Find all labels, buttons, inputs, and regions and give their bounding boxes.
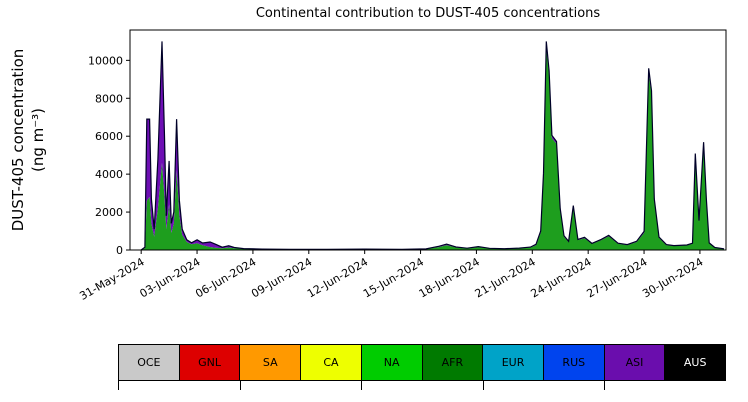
x-tick-label: 15-Jun-2024 <box>361 255 426 300</box>
y-tick-label: 4000 <box>95 168 123 181</box>
legend-label: AUS <box>683 356 707 369</box>
x-tick-label: 27-Jun-2024 <box>584 255 649 300</box>
legend-label: NA <box>383 356 400 369</box>
legend-item-afr: AFR <box>421 344 484 381</box>
legend-label: CA <box>323 356 339 369</box>
plot-area: 0 2000 4000 6000 8000 10000 31-May-202403-Jun-… <box>77 29 727 303</box>
legend-item-na: NA <box>360 344 423 381</box>
legend-axis-tick <box>361 381 363 390</box>
x-tick-label: 06-Jun-2024 <box>193 255 258 300</box>
legend-axis-tick <box>482 381 484 390</box>
x-tick-label: 24-Jun-2024 <box>529 255 594 300</box>
legend-item-asi: ASI <box>603 344 666 381</box>
y-tick-label: 2000 <box>95 206 123 219</box>
area-asi <box>141 41 725 250</box>
legend-item-aus: AUS <box>664 344 727 381</box>
legend-label: OCE <box>137 356 161 369</box>
legend-label: AFR <box>441 356 464 369</box>
legend-item-ca: CA <box>300 344 362 381</box>
y-tick-label: 8000 <box>95 92 123 105</box>
legend-label: EUR <box>501 356 525 369</box>
x-tick-label: 03-Jun-2024 <box>137 255 202 300</box>
legend-item-sa: SA <box>239 344 302 381</box>
legend-axis-tick <box>239 381 241 390</box>
total-outline <box>140 41 725 251</box>
legend-item-oce: OCE <box>118 344 180 381</box>
legend-item-rus: RUS <box>542 344 605 381</box>
y-tick-label: 10000 <box>88 54 123 67</box>
legend: OCE GNL SA CA NA AFR EUR RUS ASI AUS <box>118 344 727 390</box>
x-tick-label: 09-Jun-2024 <box>249 255 314 300</box>
chart-title: Continental contribution to DUST-405 con… <box>255 6 601 21</box>
area-na <box>141 47 725 250</box>
x-tick-label: 12-Jun-2024 <box>305 255 370 300</box>
x-tick-label: 30-Jun-2024 <box>640 255 705 300</box>
legend-label: ASI <box>625 356 644 369</box>
x-tick-label: 31-May-2024 <box>77 255 146 303</box>
legend-item-gnl: GNL <box>178 344 241 381</box>
legend-label: GNL <box>198 356 221 369</box>
legend-row: OCE GNL SA CA NA AFR EUR RUS ASI AUS <box>118 344 727 381</box>
legend-label: SA <box>262 356 278 369</box>
x-tick-label: 18-Jun-2024 <box>417 255 482 300</box>
y-tick-label: 0 <box>116 244 123 257</box>
x-tick-label: 21-Jun-2024 <box>473 255 538 300</box>
legend-label: RUS <box>562 356 586 369</box>
y-tick-label: 6000 <box>95 130 123 143</box>
legend-axis-tick <box>604 381 606 390</box>
legend-axis-tick <box>118 381 119 390</box>
axes-box <box>129 29 727 251</box>
legend-item-eur: EUR <box>482 344 544 381</box>
